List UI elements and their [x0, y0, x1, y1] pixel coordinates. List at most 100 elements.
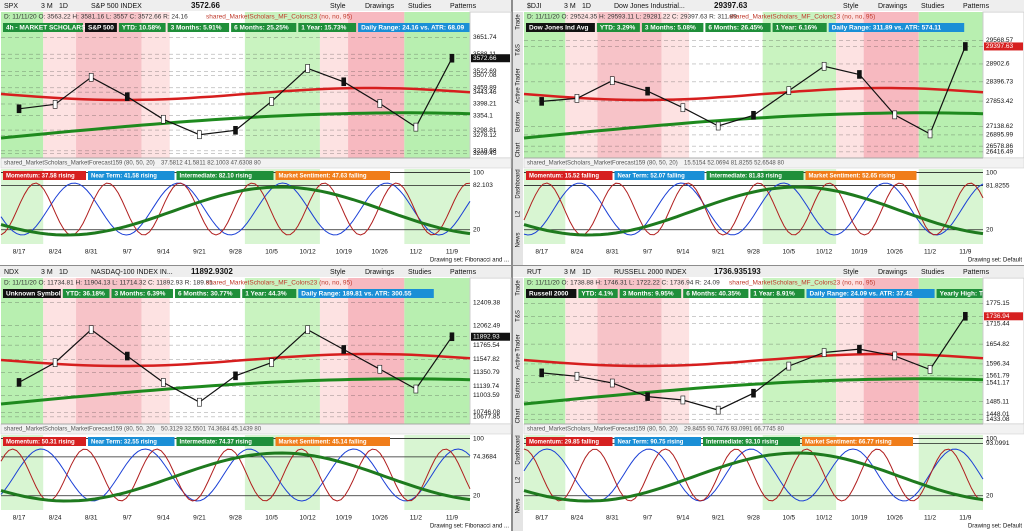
osc-tick-label: 20 [986, 226, 994, 233]
candle [963, 311, 968, 321]
toolbar-button[interactable]: Drawings [365, 3, 395, 10]
toolbar-button[interactable]: Patterns [963, 3, 990, 10]
side-tab[interactable]: Trade [516, 280, 522, 296]
candle [88, 325, 94, 334]
osc-badge [805, 171, 917, 180]
badge-label: Daily Range: 311.89 vs. ATR: 574.11 [832, 25, 942, 32]
badge [231, 23, 297, 32]
badge [298, 23, 357, 32]
toolbar-button[interactable]: Style [330, 269, 346, 276]
osc-badge-label: Market Sentiment: 45.14 falling [279, 439, 367, 445]
toolbar-button[interactable]: Studies [408, 3, 432, 10]
badge-label: 6 Months: 40.35% [686, 291, 741, 298]
drawing-set: Drawing set: Default [968, 258, 1022, 264]
period[interactable]: 3 M [41, 3, 53, 10]
price-label: 11350.79 [473, 369, 500, 376]
signal-zone [404, 12, 470, 158]
candle [927, 365, 933, 374]
candle [609, 378, 615, 388]
osc-intermediate [523, 185, 984, 237]
price-label: 12062.49 [473, 322, 500, 329]
symbol[interactable]: RUT [527, 269, 542, 276]
badge [242, 289, 297, 298]
osc-zone [244, 435, 320, 510]
osc-tick-label: 93.0991 [986, 440, 1010, 447]
symbol[interactable]: SPX [4, 3, 18, 10]
side-tab[interactable]: Active Trader [516, 68, 522, 103]
toolbar-button[interactable]: Drawings [365, 269, 395, 276]
date-label: 10/26 [372, 515, 389, 522]
osc-tick-label: 100 [986, 435, 997, 442]
price-label: 29568.57 [986, 37, 1013, 44]
date-label: 8/24 [571, 515, 584, 522]
signal-zone [661, 12, 690, 158]
side-tab[interactable]: Chart [516, 408, 522, 423]
toolbar-button[interactable]: Studies [921, 3, 945, 10]
price-label: 10746.08 [473, 409, 500, 416]
symbol[interactable]: $DJI [527, 3, 541, 10]
toolbar-button[interactable]: Patterns [450, 269, 477, 276]
interval[interactable]: 1D [582, 3, 591, 10]
badge [526, 23, 595, 32]
toolbar-button[interactable]: Studies [408, 269, 432, 276]
period[interactable]: 3 M [41, 269, 53, 276]
osc-intermediate [0, 451, 471, 503]
badge-label: 6 Months: 25.25% [234, 25, 289, 32]
toolbar-button[interactable]: Style [330, 3, 346, 10]
side-tab[interactable]: L2 [516, 210, 522, 217]
toolbar-button[interactable]: Drawings [878, 269, 908, 276]
date-label: 11/9 [959, 515, 972, 522]
side-tab[interactable]: Dashboard [516, 169, 522, 198]
badge-label: 3 Months: 5.91% [171, 25, 222, 32]
trend-ma [0, 377, 471, 406]
date-label: 11/2 [410, 249, 423, 256]
badge [3, 23, 83, 32]
symbol[interactable]: NDX [4, 269, 19, 276]
side-tab[interactable]: Dashboard [516, 435, 522, 464]
signal-zone [348, 12, 405, 158]
last-price: 11892.9302 [191, 267, 233, 276]
side-tab[interactable]: Trade [516, 14, 522, 30]
osc-badge [526, 437, 613, 446]
candle [88, 72, 94, 82]
toolbar-button[interactable]: Patterns [450, 3, 477, 10]
price-label: 3209.45 [473, 150, 497, 157]
trend-ma [0, 111, 471, 140]
side-tab[interactable]: Buttons [516, 378, 522, 398]
side-tabs-bg [513, 278, 523, 531]
badge [85, 23, 117, 32]
side-tab[interactable]: News [516, 498, 522, 513]
toolbar-button[interactable]: Drawings [878, 3, 908, 10]
period[interactable]: 3 M [564, 269, 576, 276]
side-tab[interactable]: T&S [516, 44, 522, 56]
date-label: 9/28 [229, 249, 242, 256]
badge [772, 23, 827, 32]
toolbar-button[interactable]: Patterns [963, 269, 990, 276]
side-tab[interactable]: Active Trader [516, 334, 522, 369]
candle [645, 86, 650, 96]
toolbar-button[interactable]: Style [843, 3, 859, 10]
side-tab[interactable]: Buttons [516, 112, 522, 132]
interval[interactable]: 1D [59, 269, 68, 276]
side-tab[interactable]: Chart [516, 142, 522, 157]
toolbar-button[interactable]: Studies [921, 269, 945, 276]
date-label: 11/2 [410, 515, 423, 522]
price-label: 1485.11 [986, 398, 1009, 405]
side-tab[interactable]: L2 [516, 476, 522, 483]
period[interactable]: 3 M [564, 3, 576, 10]
osc-badge [526, 171, 613, 180]
candle [341, 345, 347, 354]
price-axis [469, 11, 512, 159]
last-price-tag [984, 42, 1023, 51]
price-label: 27138.62 [986, 123, 1013, 130]
side-tab[interactable]: T&S [516, 310, 522, 322]
interval[interactable]: 1D [582, 269, 591, 276]
osc-badge [88, 437, 175, 446]
date-label: 11/2 [924, 515, 937, 522]
chart-panel: Trade T&S Active Trader Buttons Chart Dashboa… [513, 266, 1024, 531]
interval[interactable]: 1D [59, 3, 68, 10]
osc-badge [614, 171, 705, 180]
price-label: 11003.59 [473, 392, 500, 399]
toolbar-button[interactable]: Style [843, 269, 859, 276]
side-tab[interactable]: News [516, 232, 522, 247]
